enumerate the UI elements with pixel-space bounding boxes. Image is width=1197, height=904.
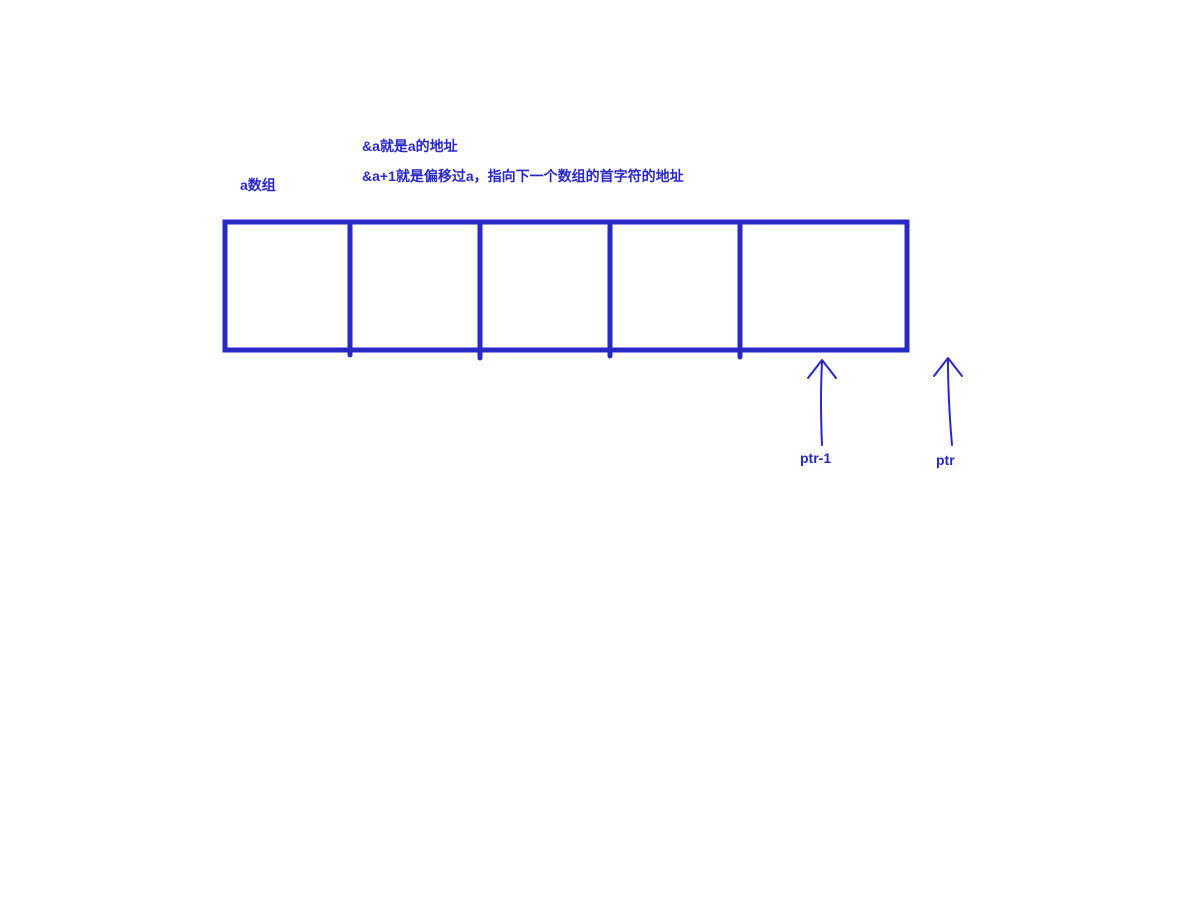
array-rectangle (225, 222, 907, 350)
diagram-svg (0, 0, 1197, 904)
arrow-ptr (934, 358, 962, 445)
arrow-ptr-minus-1 (808, 360, 836, 445)
